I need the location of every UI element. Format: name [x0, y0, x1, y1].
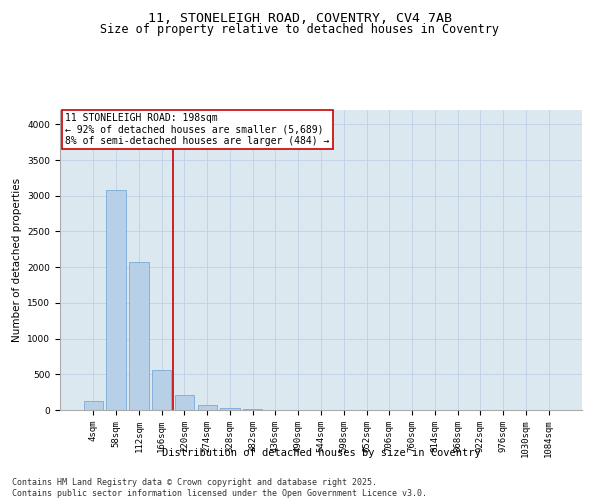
Text: 11 STONELEIGH ROAD: 198sqm
← 92% of detached houses are smaller (5,689)
8% of se: 11 STONELEIGH ROAD: 198sqm ← 92% of deta…: [65, 113, 329, 146]
Text: Distribution of detached houses by size in Coventry: Distribution of detached houses by size …: [161, 448, 481, 458]
Y-axis label: Number of detached properties: Number of detached properties: [12, 178, 22, 342]
Bar: [152, 370, 172, 410]
Bar: [106, 190, 126, 410]
Bar: [220, 408, 239, 410]
Bar: [129, 262, 149, 410]
Text: Size of property relative to detached houses in Coventry: Size of property relative to detached ho…: [101, 22, 499, 36]
Text: Contains HM Land Registry data © Crown copyright and database right 2025.
Contai: Contains HM Land Registry data © Crown c…: [12, 478, 427, 498]
Text: 11, STONELEIGH ROAD, COVENTRY, CV4 7AB: 11, STONELEIGH ROAD, COVENTRY, CV4 7AB: [148, 12, 452, 26]
Bar: [197, 405, 217, 410]
Bar: [84, 400, 103, 410]
Bar: [175, 395, 194, 410]
